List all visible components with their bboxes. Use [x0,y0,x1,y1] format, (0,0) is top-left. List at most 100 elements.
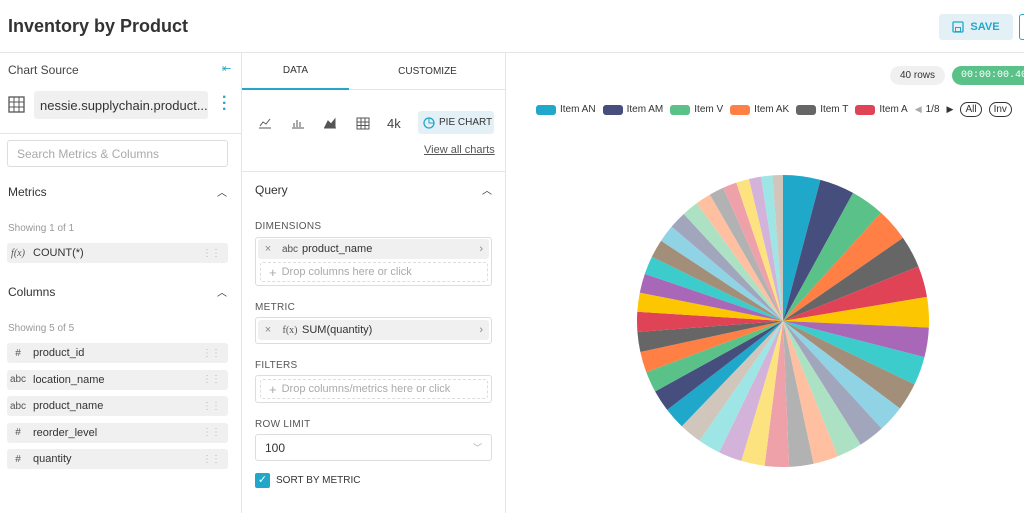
chevron[interactable]: ︿ [217,288,227,299]
legend-next[interactable]: ▶ [946,104,954,114]
pie-slice[interactable] [783,321,900,429]
pie-slice[interactable] [736,179,783,321]
drop-zone[interactable]: + Drop columns/metrics here or click [260,379,488,399]
pie-slice[interactable] [783,296,929,328]
pie-slice[interactable] [699,321,783,453]
pie-slice[interactable] [683,203,783,321]
divider [0,133,241,134]
legend-inverse[interactable]: Inv [988,102,1012,117]
tab[interactable]: CUSTOMIZE [349,53,506,90]
pie-slice[interactable] [764,321,790,467]
field-item[interactable]: f(x) COUNT(*) ⋮⋮ [7,243,228,263]
datasource-panel: Chart Source ⇤ nessie.supplychain.produc… [0,53,242,513]
pie-slice[interactable] [637,292,783,321]
pie-slice[interactable] [783,192,881,321]
legend-item[interactable]: Item AN [536,104,596,115]
legend-prev[interactable]: ◀ [914,104,922,114]
pie-slice[interactable] [783,179,854,321]
line-chart-icon[interactable] [259,118,271,129]
divider [242,171,505,172]
table-icon[interactable] [356,117,370,130]
dataset-name[interactable]: nessie.supplychain.product... [34,91,208,119]
area-chart-icon[interactable] [324,117,336,129]
pie-slice[interactable] [661,226,783,321]
pie-slice[interactable] [696,194,783,321]
pie-slice[interactable] [772,175,783,321]
pie-slice[interactable] [719,321,783,461]
legend-label: Item T [820,104,849,115]
pie-slice[interactable] [709,187,783,321]
pie-slice[interactable] [761,175,783,321]
legend-item[interactable]: Item V [670,104,723,115]
pie-slice[interactable] [671,213,783,321]
pie-slice[interactable] [783,321,915,409]
section-heading[interactable]: Query [255,183,288,197]
chart-type-selected[interactable]: PIE CHART [418,111,494,134]
legend-item[interactable]: Item AK [730,104,789,115]
pie-slice[interactable] [636,311,783,332]
field-label: DIMENSIONS [255,221,322,232]
dataset-menu[interactable]: · · · [222,89,228,118]
pie-slice[interactable] [723,182,783,321]
legend-item[interactable]: Item AM [602,104,663,115]
legend-all[interactable]: All [960,102,982,117]
more-button[interactable] [1019,14,1024,40]
metric-pill[interactable]: × f(x) SUM(quantity) › [258,320,489,340]
pie-slice[interactable] [783,321,925,385]
section-heading[interactable]: Metrics [8,185,47,199]
field-item[interactable]: # quantity ⋮⋮ [7,449,228,469]
legend-swatch [602,104,623,115]
legend-item[interactable]: Item T [796,104,848,115]
pie-slice[interactable] [655,321,783,410]
pie-slice[interactable] [639,273,783,321]
legend-item[interactable]: Item A [855,104,908,115]
drop-hint: Drop columns here or click [281,266,412,278]
pie-slice[interactable] [783,321,882,445]
pie-icon [423,116,435,129]
pie-slice[interactable] [644,256,783,321]
field-item[interactable]: abc product_name ⋮⋮ [7,396,228,416]
pie-slice[interactable] [640,321,783,373]
pie-slice[interactable] [783,237,919,321]
dimension-name: product_name [302,243,373,255]
big-number-icon[interactable]: 4k [387,116,401,131]
pie-slice[interactable] [651,240,783,321]
row-limit-select[interactable]: 100 ﹀ [255,434,492,461]
section-heading[interactable]: Columns [8,285,56,299]
chevron[interactable]: ︿ [482,186,492,197]
drop-zone[interactable]: + Drop columns here or click [260,262,488,282]
bar-chart-icon[interactable] [292,120,304,129]
pie-slice[interactable] [646,321,783,392]
chart-title[interactable]: Inventory by Product [8,16,189,36]
pie-slice[interactable] [681,321,783,441]
legend-label: Item AN [560,104,596,115]
showing-count: Showing 1 of 1 [8,223,75,234]
chevron[interactable]: ︿ [217,188,227,199]
view-all-link[interactable]: View all charts [424,144,495,156]
pie-slice[interactable] [667,321,783,427]
pie-slice[interactable] [783,321,838,464]
tab-active[interactable]: DATA [242,53,349,90]
pie-slice[interactable] [783,321,861,457]
collapse-icon[interactable]: ⇤ [222,63,232,75]
field-item[interactable]: # product_id ⋮⋮ [7,343,228,363]
field-item[interactable]: abc location_name ⋮⋮ [7,369,228,390]
pie-slice[interactable] [783,321,929,358]
chart-type-icons [259,117,370,130]
dimension-pill[interactable]: × abc product_name › [258,239,489,259]
drag-handle: ⋮⋮ [202,374,221,385]
pie-slice[interactable] [783,175,821,321]
pie-slice[interactable] [783,266,927,321]
pie-slice[interactable] [637,321,783,353]
checkbox-label[interactable]: SORT BY METRIC [276,475,361,486]
pie-slice[interactable] [741,321,783,466]
pie-slice[interactable] [748,176,783,321]
pie-slice[interactable] [783,212,903,321]
pie-slice[interactable] [783,321,814,467]
field-item[interactable]: # reorder_level ⋮⋮ [7,422,228,443]
search-input[interactable]: Search Metrics & Columns [7,140,228,167]
save-button[interactable]: SAVE [939,14,1013,40]
metric-name: SUM(quantity) [302,324,373,336]
checkbox[interactable]: ✓ [255,473,270,488]
